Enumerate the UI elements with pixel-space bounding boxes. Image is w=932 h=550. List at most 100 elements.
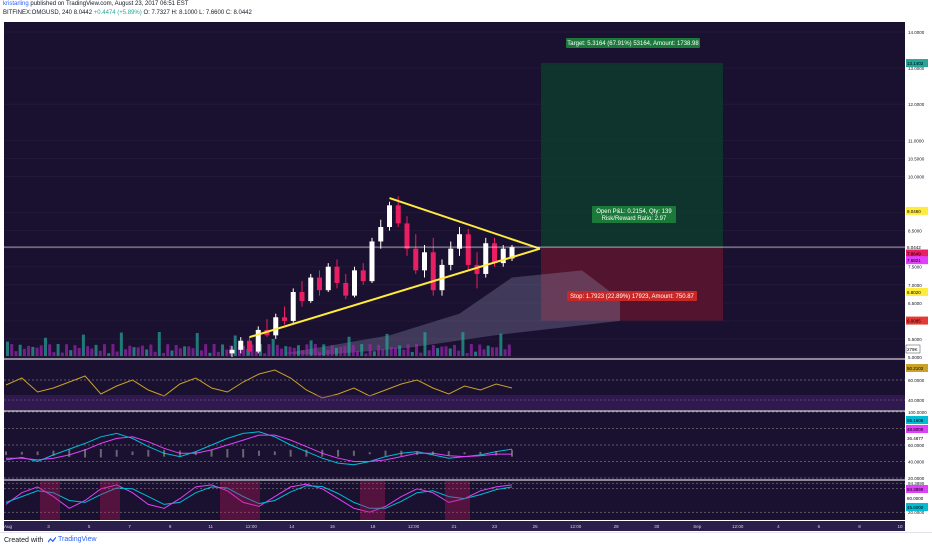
price-axis-badge-text: 6.8020	[907, 290, 921, 295]
macd-histogram-bar	[178, 450, 181, 456]
macd-histogram-bar	[5, 451, 7, 456]
macd-histogram-bar	[84, 449, 87, 458]
candle-body	[413, 248, 419, 271]
volume-bar	[444, 346, 448, 356]
price-axis-badge	[906, 249, 928, 258]
candle-body	[308, 277, 314, 302]
macd-histogram-bar	[131, 451, 134, 456]
stoch-tick-label: 20.0000	[908, 510, 925, 515]
time-tick-label: 25	[533, 524, 539, 529]
footer-bar: Created with TradingView	[0, 532, 932, 550]
volume-bar	[440, 346, 444, 356]
volume-bar	[43, 337, 47, 356]
volume-bar	[360, 344, 364, 356]
volume-bar	[56, 344, 60, 356]
candle-body	[500, 248, 506, 264]
tradingview-brand[interactable]: TradingView	[58, 536, 97, 543]
price-tick-label: 10.0000	[908, 174, 925, 179]
volume-bar	[478, 344, 482, 356]
volume-bar	[495, 347, 499, 356]
macd-histogram-bar	[511, 449, 513, 457]
candle-body	[290, 292, 296, 321]
price-axis-badge-text: 8.0442	[907, 245, 921, 250]
rsi-value-badge-text: 50.2102	[907, 366, 924, 371]
volume-badge	[905, 344, 921, 354]
created-with-text: Created with	[4, 537, 44, 544]
volume-bar	[326, 349, 330, 356]
candle-body	[325, 266, 331, 291]
candle-body	[369, 241, 375, 282]
open-pnl-label-box	[592, 206, 676, 223]
target-label: Target: 5.3164 (67.91%) 53164, Amount: 1…	[566, 38, 700, 48]
stoch-overbought-band	[100, 481, 120, 520]
volume-bar	[183, 346, 187, 356]
price-tick-label: 13.0000	[908, 66, 925, 71]
macd-value-badge	[906, 425, 928, 433]
time-tick-label: 3	[47, 524, 50, 529]
candle-body	[448, 248, 454, 265]
chart-background	[4, 22, 905, 520]
volume-bar	[212, 344, 216, 356]
price-axis-badge-text: 9.0460	[907, 209, 921, 214]
macd-histogram-bar	[431, 451, 434, 456]
macd-histogram-bar	[337, 449, 340, 457]
macd-histogram-bar	[52, 450, 55, 456]
macd-histogram-bar	[416, 451, 419, 456]
price-change: +0.4474 (+5.89%)	[93, 10, 142, 16]
volume-bar	[22, 348, 26, 356]
price-tick-label: 11.0000	[908, 138, 924, 143]
candle-body	[387, 205, 392, 227]
candle-body	[352, 270, 357, 296]
target-label-text: Target: 5.3164 (67.91%) 53164, Amount: 1…	[567, 41, 699, 47]
ascending-trendline	[249, 247, 541, 339]
time-tick-label: 21	[451, 524, 457, 529]
volume-bar	[132, 347, 136, 356]
macd-histogram-bar	[68, 449, 71, 458]
time-tick-label: 30	[654, 524, 660, 529]
candle-body	[343, 282, 349, 296]
macd-histogram-bar	[210, 449, 213, 457]
volume-bar	[94, 344, 98, 356]
stoch-d-line	[5, 485, 513, 509]
macd-tick-label: 60.0000	[908, 443, 925, 448]
volume-bar	[318, 352, 322, 356]
volume-bar	[385, 333, 389, 356]
time-tick-label: 9	[169, 524, 172, 529]
author-link[interactable]: kristarling	[3, 1, 29, 7]
macd-histogram-bar	[99, 449, 102, 458]
volume-bar	[178, 348, 182, 356]
macd-value-badge-text: 48.8000	[907, 427, 924, 432]
volume-bar	[301, 350, 305, 356]
macd-histogram-bar	[447, 451, 450, 456]
rsi-line	[5, 369, 513, 399]
price-tick-label: 7.5000	[908, 265, 922, 270]
symbol-label: BITFINEX:OMGUSD, 240	[3, 10, 73, 16]
volume-bar	[73, 345, 77, 356]
volume-bar	[280, 348, 284, 356]
volume-bar	[166, 344, 170, 356]
volume-bar	[334, 347, 338, 356]
candle-body	[457, 234, 462, 249]
volume-bar	[52, 352, 56, 356]
price-axis-badge	[906, 243, 928, 252]
candle-body	[247, 340, 252, 352]
time-tick-label: Aug	[4, 524, 13, 529]
volume-bar	[486, 345, 490, 356]
candle-body	[430, 252, 436, 291]
price-axis-badge-text: 6.0085	[907, 319, 921, 324]
volume-bar	[410, 352, 414, 356]
macd-histogram-bar	[321, 449, 324, 457]
stoch-value-badge-text: 45.6000	[907, 505, 924, 510]
volume-bar	[162, 352, 166, 356]
candle-body	[317, 277, 322, 291]
volume-bar	[39, 345, 43, 356]
macd-value-badge	[906, 416, 928, 424]
stoch-overbought-band	[220, 481, 260, 520]
volume-bar	[221, 344, 225, 356]
time-tick-label: 28	[614, 524, 620, 529]
volume-bar	[393, 347, 397, 356]
time-tick-label: 18	[370, 524, 376, 529]
macd-tick-label: 20.0000	[908, 476, 925, 481]
